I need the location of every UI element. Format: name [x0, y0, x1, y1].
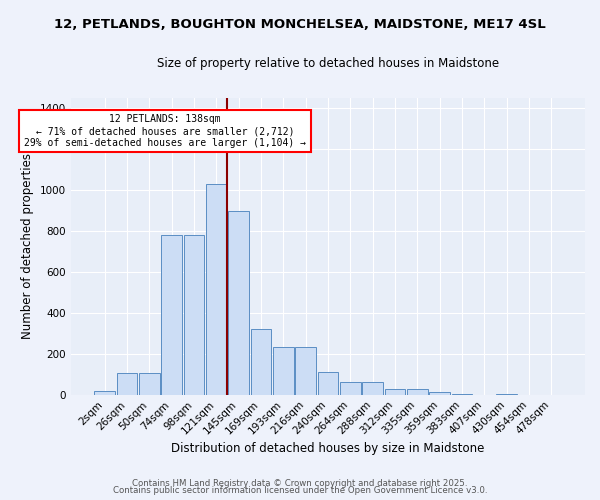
Bar: [362, 382, 383, 394]
Title: Size of property relative to detached houses in Maidstone: Size of property relative to detached ho…: [157, 58, 499, 70]
Text: Contains public sector information licensed under the Open Government Licence v3: Contains public sector information licen…: [113, 486, 487, 495]
Bar: [385, 388, 405, 394]
Bar: [184, 235, 204, 394]
Y-axis label: Number of detached properties: Number of detached properties: [22, 154, 34, 340]
Bar: [407, 388, 428, 394]
Bar: [295, 346, 316, 395]
Bar: [251, 330, 271, 394]
Bar: [94, 390, 115, 394]
Bar: [117, 373, 137, 394]
Bar: [161, 235, 182, 394]
Bar: [139, 373, 160, 394]
Bar: [430, 392, 450, 394]
Text: 12, PETLANDS, BOUGHTON MONCHELSEA, MAIDSTONE, ME17 4SL: 12, PETLANDS, BOUGHTON MONCHELSEA, MAIDS…: [54, 18, 546, 30]
Bar: [229, 210, 249, 394]
X-axis label: Distribution of detached houses by size in Maidstone: Distribution of detached houses by size …: [172, 442, 485, 455]
Bar: [340, 382, 361, 394]
Bar: [206, 184, 227, 394]
Bar: [273, 346, 293, 395]
Bar: [318, 372, 338, 394]
Text: Contains HM Land Registry data © Crown copyright and database right 2025.: Contains HM Land Registry data © Crown c…: [132, 478, 468, 488]
Text: 12 PETLANDS: 138sqm
← 71% of detached houses are smaller (2,712)
29% of semi-det: 12 PETLANDS: 138sqm ← 71% of detached ho…: [24, 114, 306, 148]
